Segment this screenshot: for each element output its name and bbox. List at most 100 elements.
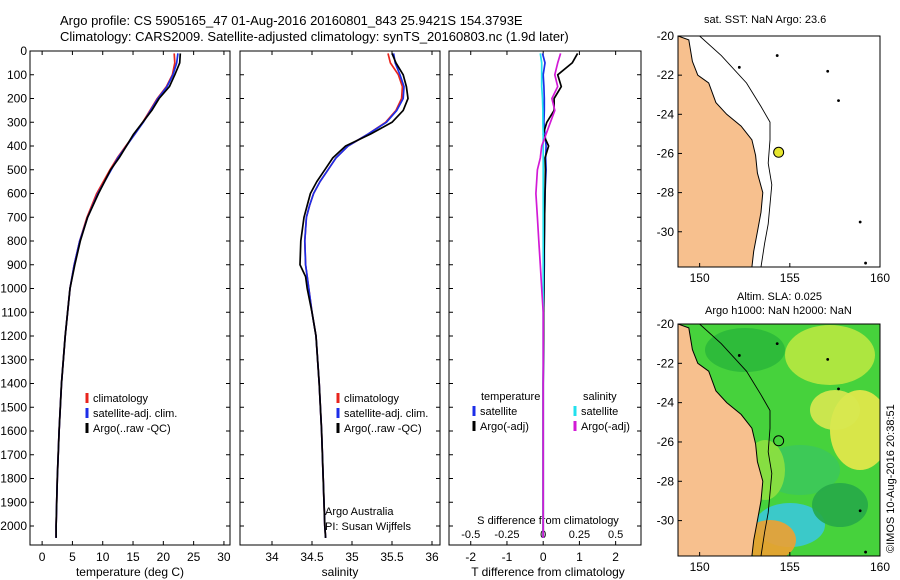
depth-tick-label: 500 bbox=[7, 163, 27, 177]
sla-isobath bbox=[699, 324, 773, 556]
diff-legend-header-s: salinity bbox=[583, 391, 617, 403]
sst-map-frame bbox=[677, 35, 881, 268]
diff-s-tick-label: 0.25 bbox=[569, 529, 590, 541]
sal-legend-label-1: satellite-adj. clim. bbox=[344, 408, 428, 420]
sst-reef-2 bbox=[826, 69, 830, 73]
temp-xlabel: temperature (deg C) bbox=[76, 565, 184, 579]
diff-legend-t-label-1: Argo(-adj) bbox=[480, 421, 529, 433]
depth-tick-label: 800 bbox=[7, 234, 27, 248]
sla-anomaly-patch-0 bbox=[705, 328, 785, 372]
sst-lat-label: -26 bbox=[657, 146, 675, 160]
sla-lat-label: -24 bbox=[657, 396, 675, 410]
plot-frame-0 bbox=[29, 50, 231, 546]
series-sal-2 bbox=[299, 53, 409, 538]
depth-tick-label: 600 bbox=[7, 187, 27, 201]
diff-s-title: S difference from climatology bbox=[477, 515, 619, 527]
sst-lat-label: -20 bbox=[657, 29, 675, 43]
sla-lon-label: 155 bbox=[780, 560, 800, 574]
depth-tick-label: 1100 bbox=[1, 305, 27, 319]
sla-map-title-1: Altim. SLA: 0.025 bbox=[737, 291, 822, 303]
sla-anomaly-patch-5 bbox=[812, 483, 868, 527]
diff-legend-t-label-0: satellite bbox=[480, 406, 517, 418]
series-temp-2 bbox=[55, 53, 182, 538]
diff-s-tick-label: -0.25 bbox=[494, 529, 519, 541]
diff-legend-header-t: temperature bbox=[481, 391, 540, 403]
temp-x-tick-label: 25 bbox=[187, 550, 201, 564]
depth-tick-label: 1600 bbox=[0, 424, 27, 438]
sla-lon-label: 160 bbox=[870, 560, 890, 574]
depth-tick-label: 1400 bbox=[0, 377, 27, 391]
sal-x-tick-label: 36 bbox=[425, 550, 439, 564]
diff-legend-s-label-1: Argo(-adj) bbox=[581, 421, 630, 433]
sst-reef-0 bbox=[737, 65, 741, 69]
sla-reef-3 bbox=[837, 387, 840, 391]
pi-label: PI: Susan Wijffels bbox=[325, 521, 411, 533]
temp-x-tick-label: 20 bbox=[157, 550, 171, 564]
sst-reef-1 bbox=[775, 54, 779, 57]
temp-x-tick-label: 15 bbox=[126, 550, 140, 564]
depth-tick-label: 300 bbox=[7, 115, 27, 129]
diff-s-tick-label: -0.5 bbox=[461, 529, 480, 541]
diff-x-tick-label: 0 bbox=[540, 550, 547, 564]
sla-lat-label: -28 bbox=[657, 474, 675, 488]
diff-s-tick-label: 0.5 bbox=[608, 529, 623, 541]
sst-isobath bbox=[699, 36, 773, 267]
sal-x-tick-label: 34.5 bbox=[300, 550, 324, 564]
sst-reef-5 bbox=[864, 261, 867, 265]
sla-map-body bbox=[678, 324, 880, 556]
sla-anomaly-patch-8 bbox=[810, 390, 860, 430]
sal-x-tick-label: 35.5 bbox=[380, 550, 404, 564]
figure-title-line1: Argo profile: CS 5905165_47 01-Aug-2016 … bbox=[60, 13, 523, 28]
depth-tick-label: 1200 bbox=[0, 329, 27, 343]
sla-anomaly-patch-1 bbox=[785, 325, 875, 385]
plot-frame-1 bbox=[239, 50, 441, 546]
sst-australia-land bbox=[678, 36, 764, 267]
temp-legend-label-1: satellite-adj. clim. bbox=[93, 408, 177, 420]
sla-lon-label: 150 bbox=[690, 560, 710, 574]
depth-tick-label: 1500 bbox=[0, 400, 27, 414]
depth-tick-label: 1800 bbox=[0, 472, 27, 486]
temp-legend-label-2: Argo(..raw -QC) bbox=[93, 423, 171, 435]
sst-lon-label: 150 bbox=[690, 271, 710, 285]
temp-x-tick-label: 5 bbox=[69, 550, 76, 564]
sst-lon-label: 155 bbox=[780, 271, 800, 285]
sal-xlabel: salinity bbox=[322, 565, 359, 579]
sla-reef-2 bbox=[826, 357, 830, 361]
sal-legend-label-2: Argo(..raw -QC) bbox=[344, 423, 422, 435]
sst-lon-label: 160 bbox=[870, 271, 890, 285]
depth-tick-label: 200 bbox=[7, 92, 27, 106]
sla-lat-label: -26 bbox=[657, 435, 675, 449]
temp-x-tick-label: 30 bbox=[217, 550, 231, 564]
depth-tick-label: 0 bbox=[20, 44, 27, 58]
imos-credit: ©IMOS 10-Aug-2016 20:38:51 bbox=[885, 404, 897, 553]
temp-x-tick-label: 10 bbox=[96, 550, 110, 564]
temp-x-tick-label: 0 bbox=[39, 550, 46, 564]
sst-reef-3 bbox=[837, 99, 840, 103]
depth-tick-label: 1700 bbox=[0, 448, 27, 462]
series-diff-3 bbox=[535, 53, 562, 538]
sal-x-tick-label: 34 bbox=[265, 550, 279, 564]
depth-tick-label: 1300 bbox=[0, 353, 27, 367]
diff-xlabel: T difference from climatology bbox=[471, 565, 625, 579]
depth-tick-label: 100 bbox=[7, 68, 27, 82]
sla-lat-label: -30 bbox=[657, 514, 675, 528]
sla-anomaly-patch-7 bbox=[744, 520, 796, 556]
sla-lat-label: -20 bbox=[657, 317, 675, 331]
temp-legend-label-0: climatology bbox=[93, 393, 149, 405]
sst-lat-label: -28 bbox=[657, 186, 675, 200]
sla-map-title-2: Argo h1000: NaN h2000: NaN bbox=[705, 305, 852, 317]
sla-australia-land bbox=[678, 324, 764, 556]
sst-float-marker bbox=[773, 146, 785, 158]
sst-lat-label: -24 bbox=[657, 107, 675, 121]
sla-reef-1 bbox=[775, 342, 779, 346]
sla-reef-5 bbox=[864, 550, 867, 554]
sla-map-frame bbox=[677, 323, 881, 557]
sst-map-body bbox=[678, 36, 867, 267]
depth-tick-label: 900 bbox=[7, 258, 27, 272]
depth-tick-label: 700 bbox=[7, 210, 27, 224]
diff-x-tick-label: 2 bbox=[612, 550, 619, 564]
sst-map-title: sat. SST: NaN Argo: 23.6 bbox=[704, 14, 827, 26]
argo-australia-label: Argo Australia bbox=[325, 506, 394, 518]
diff-x-tick-label: -1 bbox=[502, 550, 513, 564]
